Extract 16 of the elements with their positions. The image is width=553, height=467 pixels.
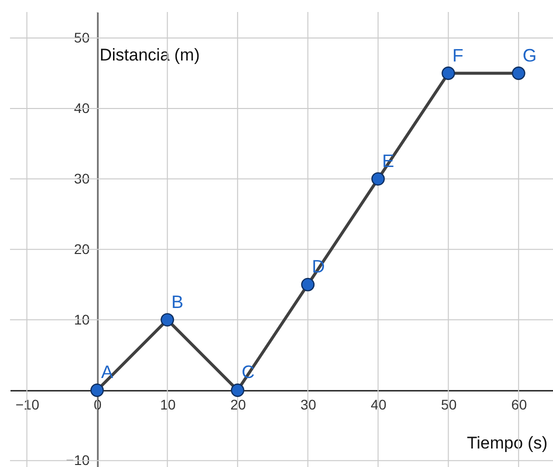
x-tick-label: 60: [511, 396, 528, 413]
y-tick-label: 20: [74, 240, 90, 257]
x-tick-label: 10: [160, 396, 176, 413]
y-tick-label: 30: [74, 170, 90, 186]
annotation: F: [452, 45, 464, 66]
annotation: A: [101, 362, 114, 382]
x-tick-label: 30: [300, 396, 316, 413]
annotation: G: [522, 45, 537, 66]
x-tick-label: −10: [15, 396, 40, 413]
x-axis-title: Tiempo (s): [466, 434, 548, 453]
x-tick-label: 40: [370, 396, 387, 413]
x-tick-label: 50: [441, 396, 457, 413]
y-axis-title: Distancia (m): [100, 46, 200, 64]
annotation: B: [171, 292, 184, 312]
x-tick-label: 20: [230, 396, 246, 413]
y-tick-label: 10: [74, 311, 90, 328]
